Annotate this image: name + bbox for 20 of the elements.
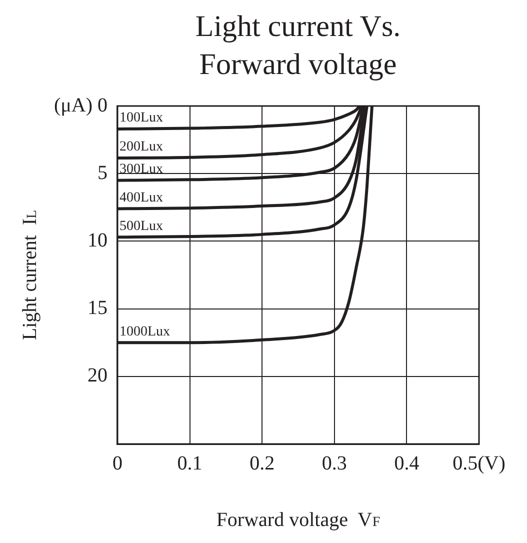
y-axis-title: Light current IL	[19, 210, 41, 340]
x-tick-label: 0.3	[322, 452, 347, 474]
series-label: 100Lux	[119, 110, 164, 126]
x-tick-label: 0.5(V)	[452, 452, 506, 474]
y-tick-label: (μA) 0	[54, 94, 108, 116]
y-tick-label: 5	[97, 162, 108, 184]
chart-title: Light current Vs. Forward voltage	[194, 9, 402, 83]
y-tick-label: 15	[87, 297, 108, 320]
x-tick-label: 0.2	[250, 452, 275, 474]
series-label: 200Lux	[119, 140, 164, 155]
series-label: 1000Lux	[119, 324, 170, 340]
y-tick-label: 10	[87, 229, 108, 252]
series-label: 300Lux	[119, 162, 164, 178]
series-label: 400Lux	[119, 190, 164, 206]
x-tick-label: 0.1	[177, 452, 202, 474]
y-tick-label: 20	[87, 364, 108, 387]
x-tick-label: 0	[112, 452, 122, 474]
series-label: 500Lux	[119, 218, 164, 234]
x-axis-title: Forward voltage VF	[216, 509, 380, 531]
x-tick-label: 0.4	[394, 452, 420, 474]
